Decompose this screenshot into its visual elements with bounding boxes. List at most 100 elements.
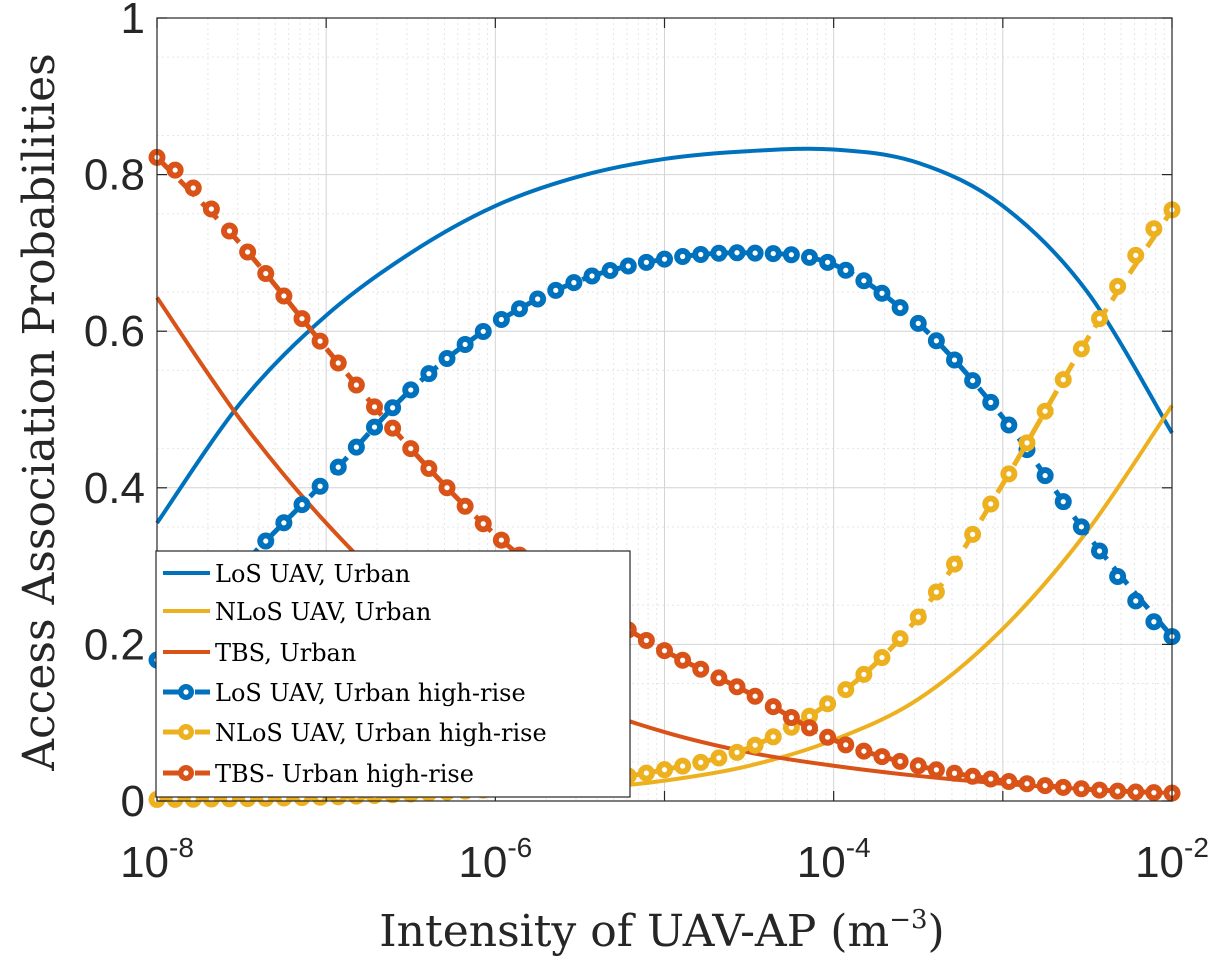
data-point-marker-center <box>734 250 740 256</box>
data-point-marker-center <box>1078 524 1084 530</box>
data-point-marker-center <box>734 684 740 690</box>
data-point-marker-center <box>172 167 178 173</box>
x-tick-label-exponent: -8 <box>169 832 194 863</box>
data-point-marker-center <box>335 360 341 366</box>
data-point-marker-center <box>680 657 686 663</box>
data-point-marker-center <box>970 377 976 384</box>
y-tick-labels: 0 0.2 0.4 0.6 0.8 1 <box>84 0 145 826</box>
legend-box <box>155 550 631 798</box>
data-point-marker-center <box>1096 316 1103 322</box>
series-layer <box>148 146 1181 808</box>
legend: LoS UAV, Urban NLoS UAV, Urban TBS, Urban L… <box>155 550 631 798</box>
data-point-marker-center <box>933 767 939 773</box>
data-point-marker-center <box>1133 789 1139 795</box>
legend-swatch-marker-center <box>183 729 189 735</box>
data-point-marker-center <box>680 253 686 260</box>
data-point-marker-center <box>1042 472 1048 479</box>
data-point-marker-center <box>752 693 758 699</box>
data-point-marker-center <box>263 538 269 544</box>
data-point-marker-center <box>426 465 432 472</box>
data-point-marker-center <box>661 256 668 262</box>
data-point-marker-center <box>788 252 794 258</box>
data-point-marker-center <box>661 767 668 773</box>
legend-label: TBS- Urban high-rise <box>215 760 474 788</box>
data-point-marker-center <box>1096 787 1103 793</box>
x-tick-label: 10-4 <box>797 832 871 887</box>
legend-entry: LoS UAV, Urban high-rise <box>163 679 526 707</box>
x-tick-label-exponent: -4 <box>846 832 871 863</box>
data-point-marker-center <box>897 758 903 764</box>
legend-label: NLoS UAV, Urban high-rise <box>215 719 547 747</box>
legend-label: TBS, Urban <box>215 639 356 667</box>
data-point-marker-center <box>915 614 921 620</box>
y-axis-label: Access Association Probabilities <box>14 53 65 771</box>
data-point-marker-center <box>1115 283 1121 290</box>
data-point-marker-center <box>788 714 794 721</box>
data-point-marker-center <box>1042 783 1048 789</box>
data-point-marker-center <box>879 654 885 661</box>
data-point-marker-center <box>843 742 849 748</box>
data-point-marker-center <box>879 753 885 760</box>
data-point-marker-center <box>1024 781 1030 787</box>
data-point-marker-center <box>861 278 867 284</box>
data-point-marker-center <box>371 404 378 410</box>
data-point-marker-center <box>426 371 432 377</box>
data-point-marker-center <box>516 306 523 312</box>
legend-label: LoS UAV, Urban high-rise <box>215 679 526 707</box>
data-point-marker-center <box>825 259 831 265</box>
data-point-marker-center <box>1006 471 1012 477</box>
legend-label: NLoS UAV, Urban <box>215 598 431 626</box>
data-point-marker-center <box>643 770 649 776</box>
data-point-marker-center <box>734 749 740 755</box>
x-tick-label-base: 10 <box>797 838 846 887</box>
data-point-marker-center <box>1078 786 1084 792</box>
data-point-marker-center <box>1115 788 1121 794</box>
legend-entry: TBS, Urban <box>163 639 356 667</box>
data-point-marker-center <box>698 251 704 258</box>
data-point-marker-center <box>1006 422 1012 428</box>
data-point-marker-center <box>752 250 758 256</box>
legend-entry: LoS UAV, Urban <box>163 560 410 588</box>
data-point-marker-center <box>915 763 921 769</box>
x-tick-label: 10-2 <box>1135 832 1209 887</box>
data-point-marker-center <box>263 270 269 277</box>
data-point-marker-center <box>716 250 722 256</box>
data-point-marker-center <box>988 776 994 782</box>
x-axis-label-main: Intensity of UAV-AP (m <box>379 906 889 957</box>
data-point-marker-center <box>353 444 359 450</box>
data-point-marker-center <box>607 267 613 274</box>
data-point-marker-center <box>535 296 541 302</box>
y-tick-label: 1 <box>121 0 145 43</box>
data-point-marker-center <box>589 273 595 279</box>
data-point-marker-center <box>408 446 414 452</box>
data-point-marker-center <box>281 293 287 299</box>
x-tick-label: 10-8 <box>120 832 194 887</box>
data-point-marker-center <box>770 734 776 740</box>
data-point-marker-center <box>716 755 722 761</box>
data-point-marker-center <box>1151 619 1157 625</box>
data-point-marker-center <box>680 763 686 769</box>
x-tick-label-base: 10 <box>120 838 169 887</box>
data-point-marker-center <box>915 320 921 326</box>
data-point-marker-center <box>1133 598 1139 604</box>
data-point-marker-center <box>661 648 668 654</box>
x-tick-label-exponent: -2 <box>1184 832 1209 863</box>
data-point-marker-center <box>933 338 939 344</box>
data-point-marker-center <box>825 701 831 707</box>
data-point-marker-center <box>951 357 958 363</box>
data-point-marker-center <box>371 424 378 430</box>
y-tick-label: 0.4 <box>84 464 145 513</box>
data-point-marker-center <box>1060 377 1066 383</box>
x-tick-label-base: 10 <box>458 838 507 887</box>
y-tick-label: 0 <box>121 777 145 826</box>
data-point-marker-center <box>825 734 831 740</box>
data-point-marker-center <box>897 305 903 311</box>
data-point-marker-center <box>806 725 813 731</box>
data-point-marker-center <box>1024 440 1030 446</box>
x-axis-label-close: ) <box>928 906 945 957</box>
data-point-marker-center <box>1096 548 1103 554</box>
data-point-marker-center <box>553 287 559 293</box>
data-point-marker-center <box>879 290 885 296</box>
data-point-marker-center <box>951 770 958 776</box>
data-point-marker-center <box>571 280 577 286</box>
